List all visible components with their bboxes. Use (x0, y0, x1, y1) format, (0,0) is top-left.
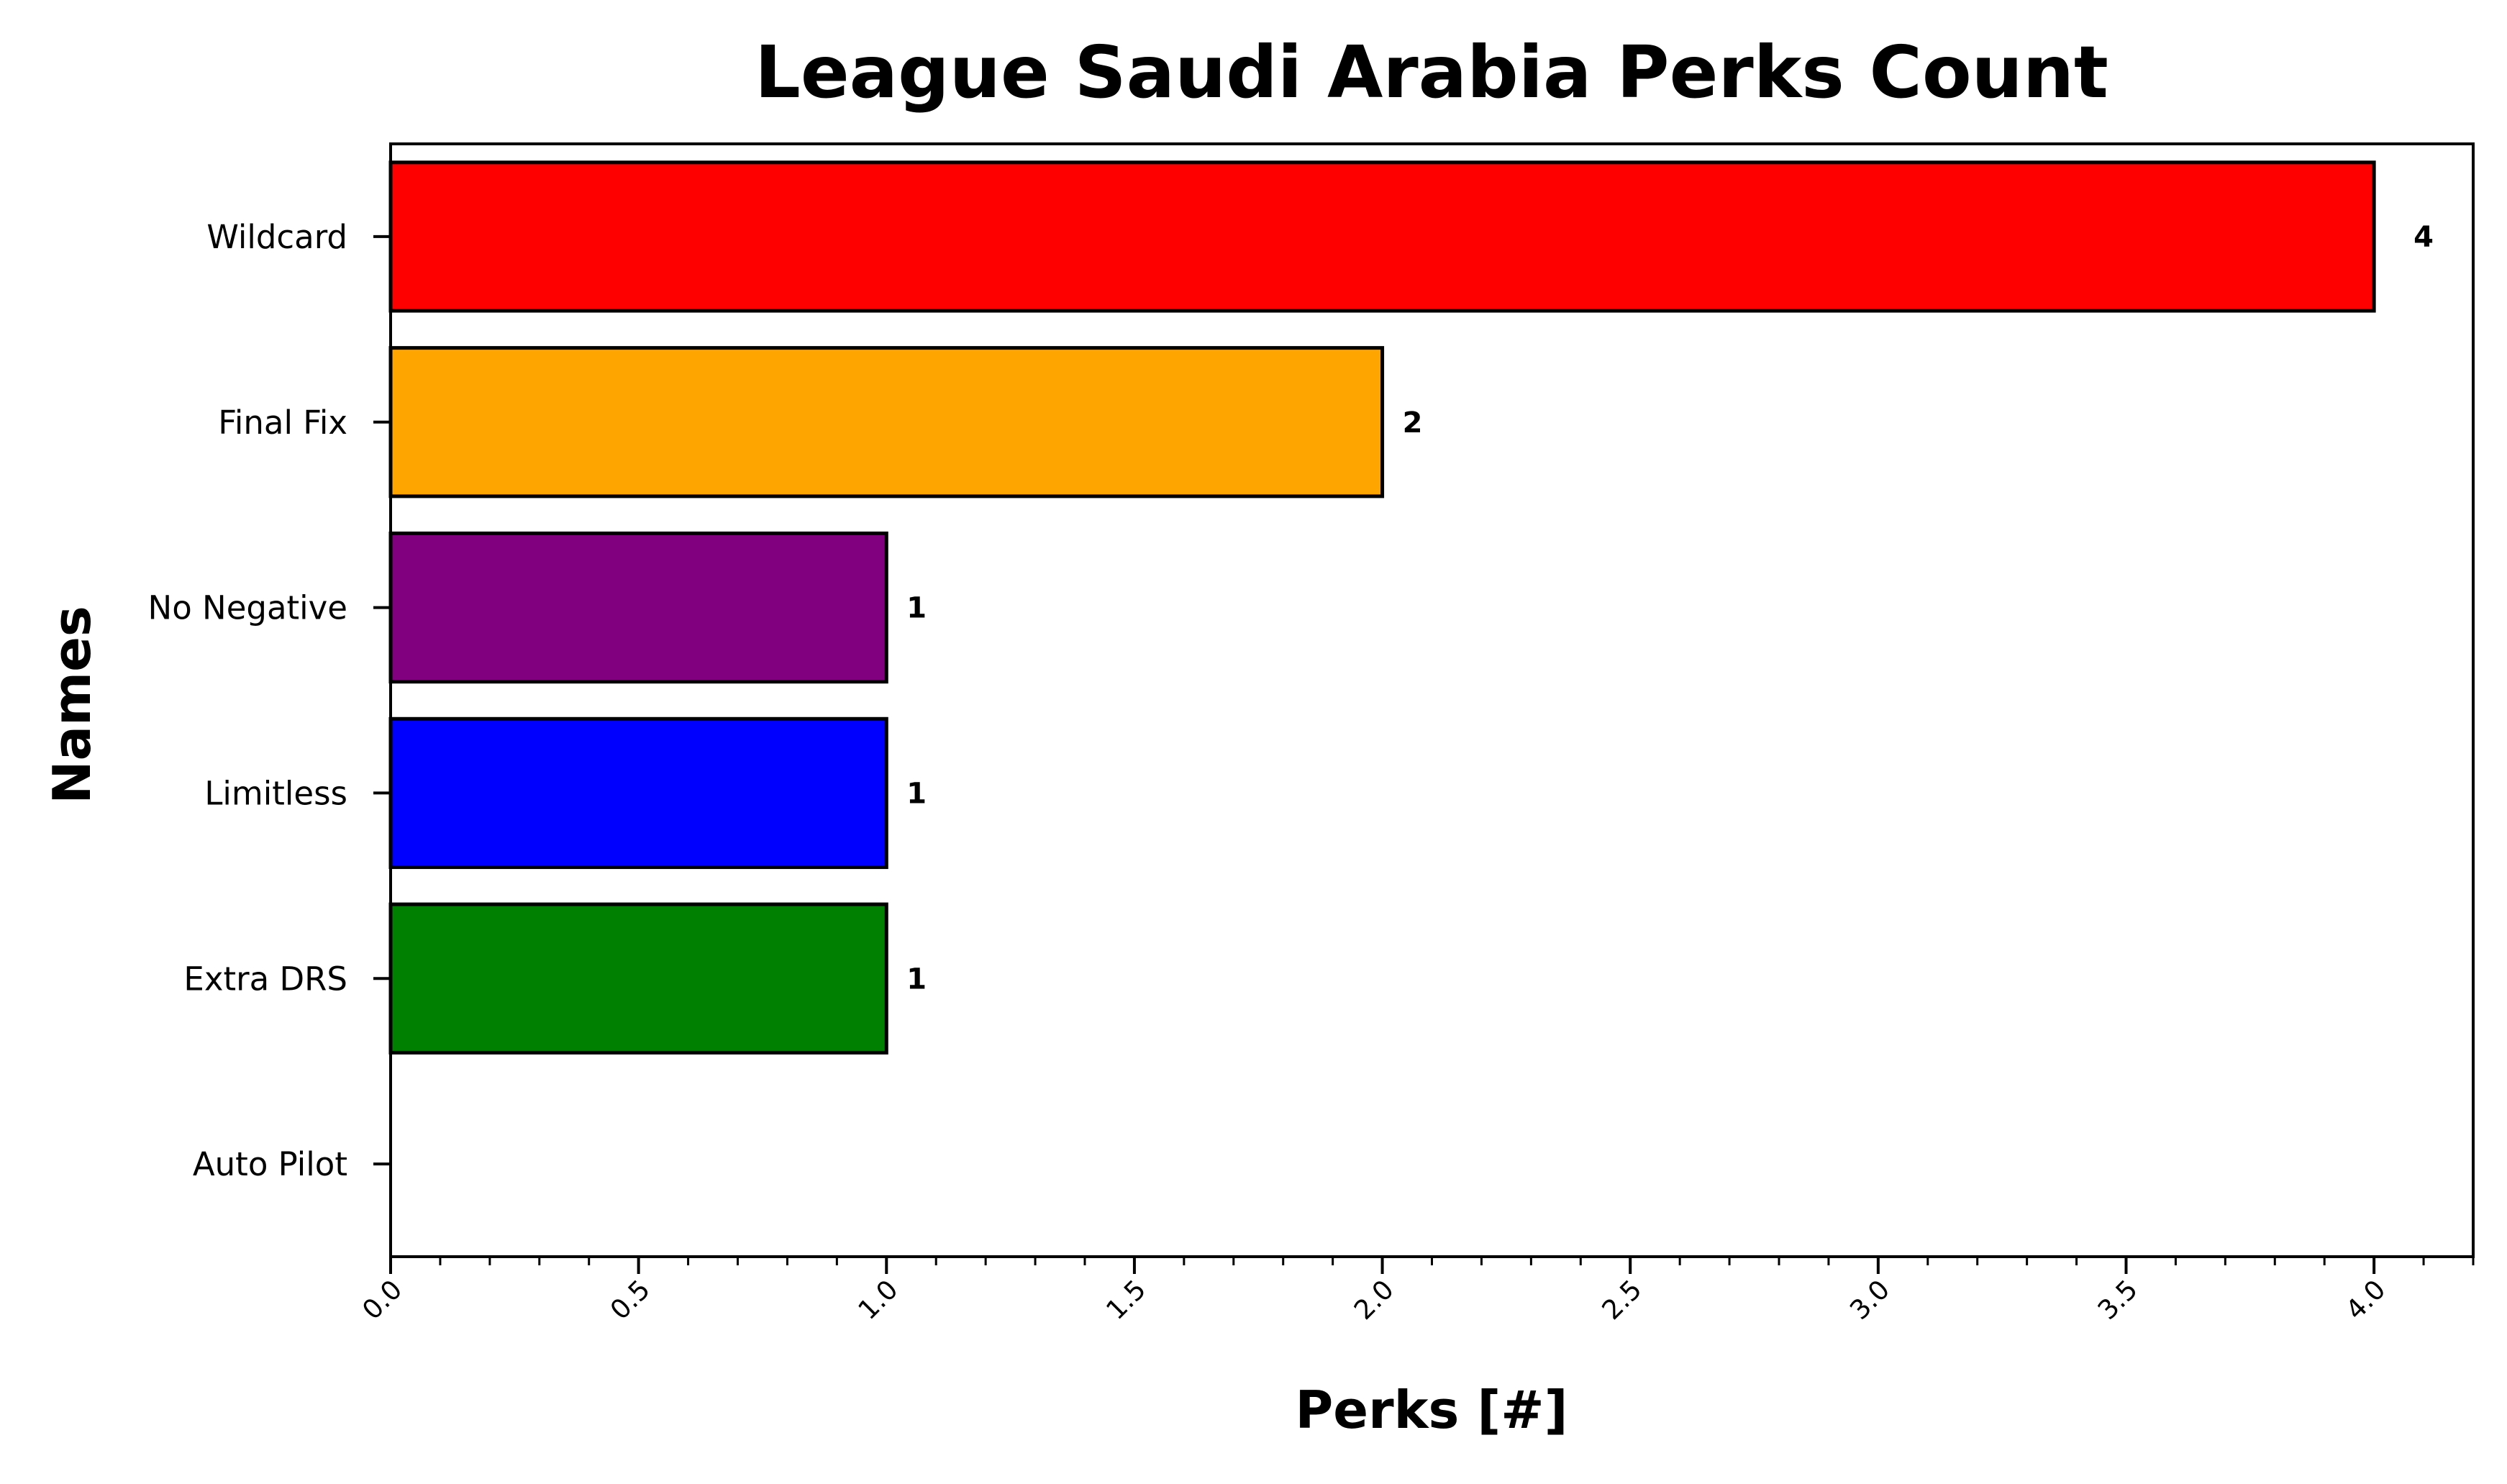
bars-group (388, 160, 2376, 1239)
x-tick-label-4-0: 4.0 (2339, 1274, 2391, 1326)
bar-extra-drs (388, 902, 888, 1055)
value-labels-group: 4 2 1 1 1 (906, 221, 2434, 996)
value-label-final-fix: 2 (1403, 406, 1423, 440)
plot-area-frame (389, 142, 2475, 1258)
bar-no-negative (388, 531, 888, 684)
value-label-limitless: 1 (906, 777, 927, 810)
y-tick-label-auto-pilot: Auto Pilot (193, 1145, 347, 1183)
value-label-wildcard: 4 (2413, 221, 2434, 254)
x-tick-label-0-5: 0.5 (604, 1274, 656, 1326)
x-axis: 0.0 0.5 1.0 1.5 2.0 2.5 3.0 3.5 4.0 (356, 1257, 2475, 1326)
y-axis-title: Names (42, 606, 102, 804)
x-tick-label-2-5: 2.5 (1596, 1274, 1648, 1326)
x-tick-label-1-0: 1.0 (852, 1274, 904, 1326)
x-tick-label-3-0: 3.0 (1844, 1274, 1896, 1326)
y-tick-label-extra-drs: Extra DRS (183, 960, 347, 998)
x-tick-label-2-0: 2.0 (1348, 1274, 1400, 1326)
bar-wildcard (388, 160, 2376, 313)
x-tick-label-0-0: 0.0 (356, 1274, 408, 1326)
y-axis: Wildcard Final Fix No Negative Limitless Ext… (148, 218, 391, 1183)
chart-title: League Saudi Arabia Perks Count (755, 30, 2108, 114)
value-label-no-negative: 1 (906, 592, 927, 625)
y-tick-label-wildcard: Wildcard (206, 218, 347, 256)
value-label-extra-drs: 1 (906, 962, 927, 996)
y-tick-label-final-fix: Final Fix (218, 404, 347, 442)
x-axis-title: Perks [#] (1295, 1380, 1568, 1440)
bar-limitless (388, 716, 888, 870)
x-tick-label-1-5: 1.5 (1100, 1274, 1152, 1326)
x-tick-label-3-5: 3.5 (2092, 1274, 2144, 1326)
y-tick-label-limitless: Limitless (204, 774, 347, 812)
y-tick-label-no-negative: No Negative (148, 589, 347, 627)
bar-final-fix (388, 346, 1385, 499)
